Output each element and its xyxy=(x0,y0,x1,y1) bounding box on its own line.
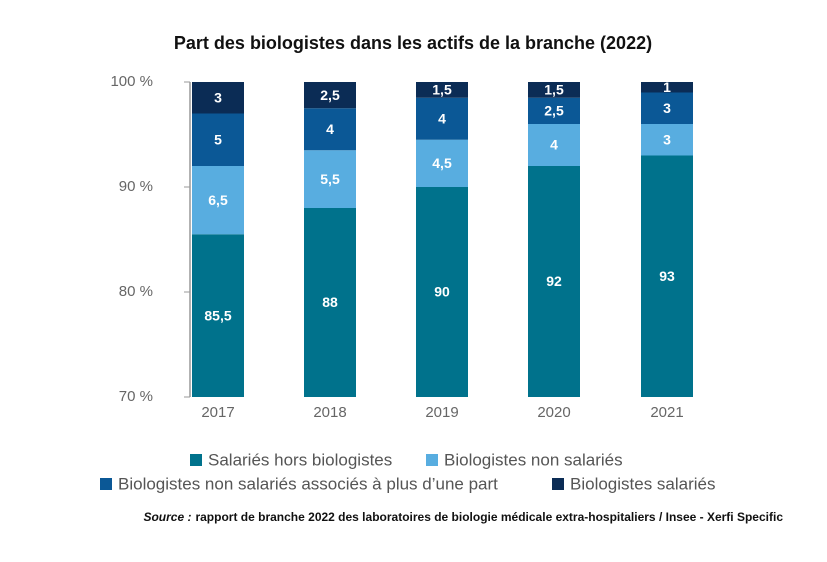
legend-label: Salariés hors biologistes xyxy=(208,450,392,469)
bar-segment xyxy=(528,124,580,166)
value-label: 3 xyxy=(214,89,222,105)
bar-segment xyxy=(416,187,468,397)
bar-segment xyxy=(304,208,356,397)
value-label: 5,5 xyxy=(320,171,340,187)
bar-segment xyxy=(416,97,468,140)
bar-segment xyxy=(192,113,244,166)
y-tick-label: 70 % xyxy=(119,388,153,405)
legend-swatch xyxy=(426,454,438,466)
bar-segment xyxy=(528,82,580,98)
legend-label: Biologistes non salariés xyxy=(444,450,623,469)
source-text: rapport de branche 2022 des laboratoires… xyxy=(195,510,783,524)
bar-segment xyxy=(192,234,244,397)
bar-segment xyxy=(641,92,693,124)
bar-segment xyxy=(416,139,468,187)
value-label: 3 xyxy=(663,131,671,147)
y-tick-label: 90 % xyxy=(119,178,153,195)
bar-segment xyxy=(304,108,356,151)
value-label: 4 xyxy=(438,110,446,126)
value-label: 1,5 xyxy=(432,82,452,98)
legend-swatch xyxy=(100,478,112,490)
value-label: 4,5 xyxy=(432,155,452,171)
value-label: 4 xyxy=(550,137,558,153)
value-label: 92 xyxy=(546,273,562,289)
value-label: 85,5 xyxy=(204,307,231,323)
bar-segment xyxy=(304,82,356,109)
bar-segment xyxy=(641,82,693,93)
value-label: 6,5 xyxy=(208,192,228,208)
bar-segment xyxy=(528,97,580,124)
value-label: 4 xyxy=(326,121,334,137)
value-label: 1 xyxy=(663,79,671,95)
x-tick-label: 2021 xyxy=(650,404,683,421)
x-tick-label: 2019 xyxy=(425,404,458,421)
bar-segment xyxy=(416,82,468,98)
legend-swatch xyxy=(190,454,202,466)
value-label: 2,5 xyxy=(544,103,564,119)
source: Source : rapport de branche 2022 des labo… xyxy=(143,510,783,524)
bar-segment xyxy=(304,150,356,208)
x-tick-label: 2018 xyxy=(313,404,346,421)
bar-segment xyxy=(192,82,244,114)
value-label: 1,5 xyxy=(544,82,564,98)
legend-label: Biologistes salariés xyxy=(570,474,716,493)
value-label: 90 xyxy=(434,284,450,300)
chart-title: Part des biologistes dans les actifs de … xyxy=(174,33,652,53)
x-tick-label: 2020 xyxy=(537,404,570,421)
legend-label: Biologistes non salariés associés à plus… xyxy=(118,474,498,493)
bar-segment xyxy=(641,124,693,156)
legend-swatch xyxy=(552,478,564,490)
value-label: 5 xyxy=(214,131,222,147)
value-label: 88 xyxy=(322,294,338,310)
value-label: 3 xyxy=(663,100,671,116)
value-label: 2,5 xyxy=(320,87,340,103)
bar-segment xyxy=(641,155,693,397)
y-tick-label: 100 % xyxy=(110,73,153,90)
bar-segment xyxy=(192,166,244,235)
value-label: 93 xyxy=(659,268,675,284)
source-label: Source : xyxy=(143,510,191,524)
bar-segment xyxy=(528,166,580,397)
y-tick-label: 80 % xyxy=(119,283,153,300)
x-tick-label: 2017 xyxy=(201,404,234,421)
